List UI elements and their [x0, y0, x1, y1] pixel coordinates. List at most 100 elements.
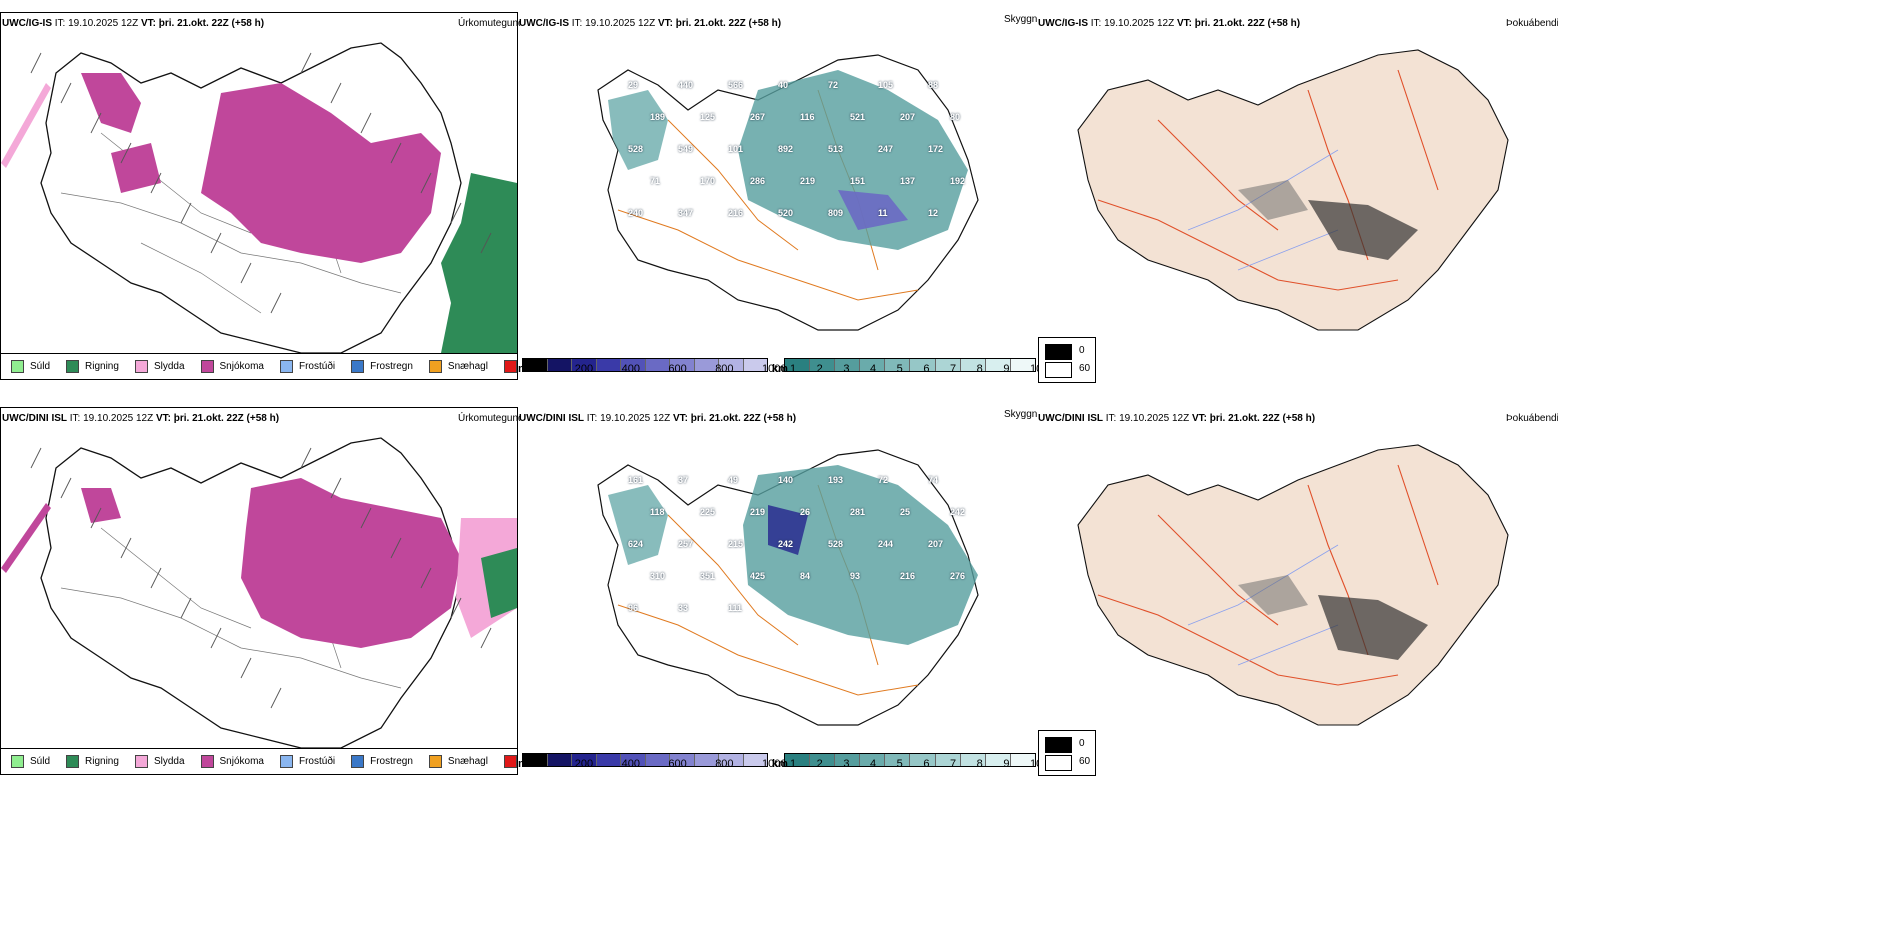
fog-panel-bottom: UWC/DINI ISL IT: 19.10.2025 12Z VT: þri.… [1038, 395, 1558, 755]
ceiling-label: 425 [750, 571, 766, 581]
colorbar-segment [935, 754, 961, 766]
it-label: IT: [586, 413, 598, 424]
colorbar-segment [596, 359, 621, 371]
model-name: UWC/IG-IS [2, 18, 52, 29]
iceland-outline [597, 54, 979, 331]
legend-label: Snæhagl [447, 756, 488, 767]
legend-label: Súld [30, 756, 51, 767]
colorbar-segment [810, 754, 836, 766]
ceiling-label: 40 [778, 80, 789, 90]
ceiling-label: 513 [828, 144, 844, 154]
colorbar-tick-label: 600 [668, 363, 687, 375]
cloud-title: Skyggni [1004, 14, 1038, 25]
colorbar-m-labels: m 0 200 400 600 800 1000 [518, 758, 786, 772]
legend-swatch [279, 755, 293, 768]
ceiling-label: 566 [728, 80, 744, 90]
legend-item: Snjókoma [200, 755, 264, 768]
legend-swatch [134, 755, 148, 768]
ceiling-label: 33 [678, 603, 689, 613]
ceiling-label: 247 [878, 144, 894, 154]
colorbar-tick-label: 7 [950, 758, 957, 770]
colorbar-segment [719, 359, 744, 371]
fog-map [1077, 444, 1509, 726]
legend-swatch [279, 360, 293, 373]
title-top-fog: UWC/IG-IS IT: 19.10.2025 12Z VT: þri. 21… [1038, 18, 1300, 29]
colorbar-segment [885, 359, 911, 371]
iceland-outline [597, 449, 979, 726]
fog-scale-white [1045, 755, 1072, 771]
cloud-labels: 161 37 49 140 193 72 74 118 225 219 26 281 25 242 624 2… [518, 425, 1038, 755]
fog-scale-bottom: 0 60 [1038, 730, 1096, 776]
legend-swatch [200, 360, 214, 373]
ceiling-label: 101 [728, 144, 744, 154]
ceiling-label: 151 [850, 176, 866, 186]
legend-item: Slydda [134, 360, 185, 373]
wind-barbs [30, 52, 492, 314]
colorbar-km-labels: km1 2 3 4 5 6 7 8 9 10 [772, 363, 1038, 377]
ceiling-label: 440 [678, 80, 694, 90]
title-bottom-precip: UWC/DINI ISL IT: 19.10.2025 12Z VT: þri.… [2, 413, 279, 424]
precip-panel-top: UWC/IG-IS IT: 19.10.2025 12Z VT: þri. 21… [0, 0, 520, 380]
vt-label: VT: [1191, 413, 1207, 424]
ceiling-label: 240 [628, 208, 644, 218]
colorbar-tick-label: 600 [668, 758, 687, 770]
colorbar-km-labels: km1 2 3 4 5 6 7 8 9 10 [772, 758, 1038, 772]
ceiling-label: 140 [778, 475, 794, 485]
it-value: 19.10.2025 12Z [68, 18, 139, 29]
ceiling-label: 26 [800, 507, 811, 517]
colorbar-tick-label: 400 [621, 363, 640, 375]
snow-area-west [81, 488, 121, 523]
ceiling-label: 216 [728, 208, 744, 218]
ceiling-label: 528 [628, 144, 644, 154]
fog-dense [1318, 595, 1428, 660]
colorbar-segment [743, 754, 767, 766]
legend-label: Slydda [153, 361, 185, 372]
wind-barbs [30, 447, 492, 709]
cloud-area-west [608, 485, 668, 565]
colorbar-tick-label: 0 [528, 758, 535, 770]
colorbar-tick-label: 5 [896, 758, 903, 770]
ceiling-label: 93 [850, 571, 861, 581]
legend-swatch [428, 360, 442, 373]
fog-scale-black [1045, 737, 1072, 753]
ceiling-label: 549 [678, 144, 694, 154]
it-value: 19.10.2025 12Z [585, 18, 656, 29]
fog-light [1238, 575, 1308, 615]
title-top-precip: UWC/IG-IS IT: 19.10.2025 12Z VT: þri. 21… [2, 18, 264, 29]
model-name: UWC/IG-IS [1038, 18, 1088, 29]
legend-swatch [200, 755, 214, 768]
cloud-area [743, 465, 978, 645]
it-value: 19.10.2025 12Z [83, 413, 154, 424]
legend-item: Frostúði [279, 755, 335, 768]
colorbar-segment [785, 754, 811, 766]
title-bottom-cloud: UWC/DINI ISL IT: 19.10.2025 12Z VT: þri.… [519, 413, 796, 424]
ceiling-label: 215 [728, 539, 744, 549]
colorbar-m-labels: m 0 200 400 600 800 1000 [518, 363, 786, 377]
ceiling-label: 125 [700, 112, 716, 122]
low-ceiling [768, 505, 808, 555]
ceiling-label: 11 [878, 208, 888, 218]
colorbar-segment [743, 359, 767, 371]
colorbar-segment [523, 359, 548, 371]
colorbar-segment [960, 359, 986, 371]
colorbar-segment [910, 359, 936, 371]
colorbar-tick-label: 5 [896, 363, 903, 375]
colorbar-km [784, 753, 1036, 767]
it-label: IT: [54, 18, 66, 29]
vt-value: þri. 21.okt. 22Z (+58 h) [1209, 413, 1316, 424]
colorbar-tick-label: 9 [1003, 758, 1010, 770]
legend-label: Snjókoma [219, 361, 264, 372]
colorbar-segment [547, 359, 572, 371]
colorbar-tick-label: 8 [976, 363, 983, 375]
colorbar-segment [670, 359, 695, 371]
colorbar-tick-label: 800 [715, 758, 734, 770]
legend-label: Súld [30, 361, 51, 372]
colorbar-segment [785, 359, 811, 371]
colorbar-segment [621, 359, 646, 371]
vt-label: VT: [1176, 18, 1192, 29]
rain-area [441, 173, 517, 353]
ceiling-label: 244 [878, 539, 894, 549]
colorbar-segment [694, 754, 719, 766]
sleet-streak [1, 83, 51, 168]
ceiling-label: 72 [878, 475, 889, 485]
